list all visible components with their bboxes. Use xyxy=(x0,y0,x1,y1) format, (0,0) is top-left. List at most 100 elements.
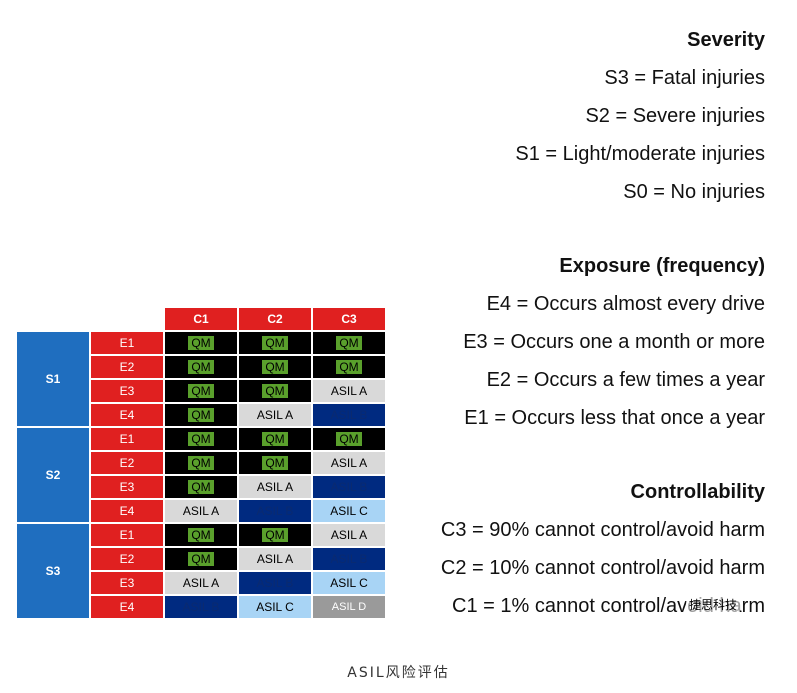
exposure-title: Exposure (frequency) xyxy=(559,255,765,277)
asil-cell: ASIL A xyxy=(313,452,385,474)
column-header-c2: C2 xyxy=(239,308,311,330)
blank-cell xyxy=(17,308,89,330)
table-row: E4 QM ASIL A ASIL B xyxy=(17,404,385,426)
asil-cell: ASIL C xyxy=(313,500,385,522)
asil-cell: ASIL A xyxy=(165,500,237,522)
exposure-cell: E2 xyxy=(91,548,163,570)
watermark: 捷思科技 xyxy=(686,596,741,613)
qm-label: QM xyxy=(188,480,214,494)
asil-cell: QM xyxy=(165,380,237,402)
table-row: E3 QM ASIL A ASIL B xyxy=(17,476,385,498)
asil-cell: ASIL B xyxy=(165,596,237,618)
asil-cell: QM xyxy=(165,404,237,426)
asil-cell: QM xyxy=(239,380,311,402)
exposure-legend: Exposure (frequency) E4 = Occurs almost … xyxy=(463,247,765,437)
column-header-c1: C1 xyxy=(165,308,237,330)
asil-cell: QM xyxy=(239,356,311,378)
asil-cell: ASIL B xyxy=(239,572,311,594)
asil-cell: ASIL A xyxy=(165,572,237,594)
asil-cell: QM xyxy=(165,548,237,570)
severity-cell: S2 xyxy=(17,428,89,522)
exposure-cell: E4 xyxy=(91,404,163,426)
severity-cell: S3 xyxy=(17,524,89,618)
qm-label: QM xyxy=(188,336,214,350)
qm-label: QM xyxy=(188,552,214,566)
table-row: S2 E1 QM QM QM xyxy=(17,428,385,522)
qm-label: QM xyxy=(336,432,362,446)
asil-cell: QM xyxy=(239,332,311,354)
qm-label: QM xyxy=(336,360,362,374)
controllability-title: Controllability xyxy=(630,481,765,503)
asil-cell: QM xyxy=(239,428,311,450)
qm-label: QM xyxy=(262,528,288,542)
asil-cell: ASIL B xyxy=(313,404,385,426)
qm-label: QM xyxy=(262,336,288,350)
qm-label: QM xyxy=(188,384,214,398)
exposure-cell: E2 xyxy=(91,452,163,474)
asil-cell: QM xyxy=(313,332,385,354)
severity-line: S3 = Fatal injuries xyxy=(604,67,765,89)
controllability-line: C3 = 90% cannot control/avoid harm xyxy=(440,519,765,541)
severity-line: S2 = Severe injuries xyxy=(585,105,765,127)
asil-cell: QM xyxy=(239,524,311,546)
exposure-cell: E3 xyxy=(91,476,163,498)
qm-label: QM xyxy=(336,336,362,350)
asil-cell: ASIL C xyxy=(313,572,385,594)
table-row: E3 QM QM ASIL A xyxy=(17,380,385,402)
exposure-line: E2 = Occurs a few times a year xyxy=(486,369,765,391)
column-header-c3: C3 xyxy=(313,308,385,330)
asil-cell: QM xyxy=(165,428,237,450)
qm-label: QM xyxy=(188,528,214,542)
asil-cell: QM xyxy=(165,332,237,354)
asil-cell: ASIL C xyxy=(239,596,311,618)
exposure-line: E3 = Occurs one a month or more xyxy=(463,331,765,353)
table-row: E2 QM QM QM xyxy=(17,356,385,378)
qm-label: QM xyxy=(262,384,288,398)
severity-title: Severity xyxy=(687,29,765,51)
qm-label: QM xyxy=(188,360,214,374)
table-row: E2 QM ASIL A ASIL B xyxy=(17,548,385,570)
exposure-line: E1 = Occurs less that once a year xyxy=(464,407,765,429)
asil-cell: QM xyxy=(165,476,237,498)
asil-cell: QM xyxy=(165,452,237,474)
asil-cell: QM xyxy=(313,356,385,378)
qm-label: QM xyxy=(262,432,288,446)
figure-caption: ASIL风险评估 xyxy=(347,665,450,681)
asil-cell: ASIL B xyxy=(313,476,385,498)
controllability-line: C2 = 10% cannot control/avoid harm xyxy=(440,557,765,579)
qm-label: QM xyxy=(188,432,214,446)
asil-cell: ASIL B xyxy=(239,500,311,522)
table-row: E2 QM QM ASIL A xyxy=(17,452,385,474)
blank-cell xyxy=(91,308,163,330)
asil-cell: ASIL D xyxy=(313,596,385,618)
table-row: E4 ASIL B ASIL C ASIL D xyxy=(17,596,385,618)
asil-cell: QM xyxy=(313,428,385,450)
asil-cell: QM xyxy=(239,452,311,474)
asil-cell: ASIL B xyxy=(313,548,385,570)
header-row: C1 C2 C3 xyxy=(17,308,385,330)
qm-label: QM xyxy=(262,456,288,470)
exposure-cell: E1 xyxy=(91,428,163,450)
exposure-cell: E4 xyxy=(91,596,163,618)
table-row: S1 E1 QM QM QM xyxy=(17,332,385,426)
severity-line: S0 = No injuries xyxy=(623,181,765,203)
severity-cell: S1 xyxy=(17,332,89,426)
exposure-cell: E2 xyxy=(91,356,163,378)
table-row: E4 ASIL A ASIL B ASIL C xyxy=(17,500,385,522)
asil-cell: ASIL A xyxy=(313,380,385,402)
qm-label: QM xyxy=(188,408,214,422)
asil-cell: QM xyxy=(165,524,237,546)
exposure-line: E4 = Occurs almost every drive xyxy=(486,293,765,315)
severity-line: S1 = Light/moderate injuries xyxy=(515,143,765,165)
asil-cell: ASIL A xyxy=(239,476,311,498)
asil-cell: QM xyxy=(165,356,237,378)
exposure-cell: E4 xyxy=(91,500,163,522)
qm-label: QM xyxy=(188,456,214,470)
exposure-cell: E1 xyxy=(91,332,163,354)
asil-cell: ASIL A xyxy=(313,524,385,546)
table-row: E3 ASIL A ASIL B ASIL C xyxy=(17,572,385,594)
asil-cell: ASIL A xyxy=(239,404,311,426)
exposure-cell: E1 xyxy=(91,524,163,546)
exposure-cell: E3 xyxy=(91,380,163,402)
